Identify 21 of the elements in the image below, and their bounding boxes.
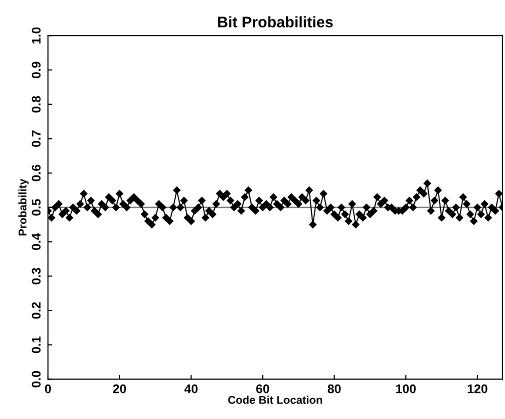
x-tick-label: 60 [256,384,270,394]
y-tick-label: 0.3 [32,268,41,284]
y-tick-label: 0.8 [32,96,41,113]
x-tick-label: 20 [113,384,126,394]
y-tick-label: 0.2 [32,302,41,319]
x-tick-label: 0 [44,384,51,394]
y-tick-label: 0.9 [32,62,41,78]
x-tick-label: 40 [184,384,198,394]
x-tick-label: 120 [468,384,488,394]
chart-title: Bit Probabilities [218,16,333,28]
y-tick-label: 0.1 [32,336,41,354]
y-tick-label: 0.6 [32,164,41,182]
x-tick-label: 80 [328,384,341,394]
y-tick-label: 0.4 [32,233,41,250]
x-tick-label: 100 [396,384,416,394]
y-tick-label: 0.5 [32,199,41,216]
y-tick-label: 1.0 [32,27,41,44]
y-axis-title: Probability [18,178,29,236]
y-tick-label: 0.7 [32,130,41,147]
y-tick-label: 0.0 [32,371,41,388]
x-axis-title: Code Bit Location [228,396,322,404]
